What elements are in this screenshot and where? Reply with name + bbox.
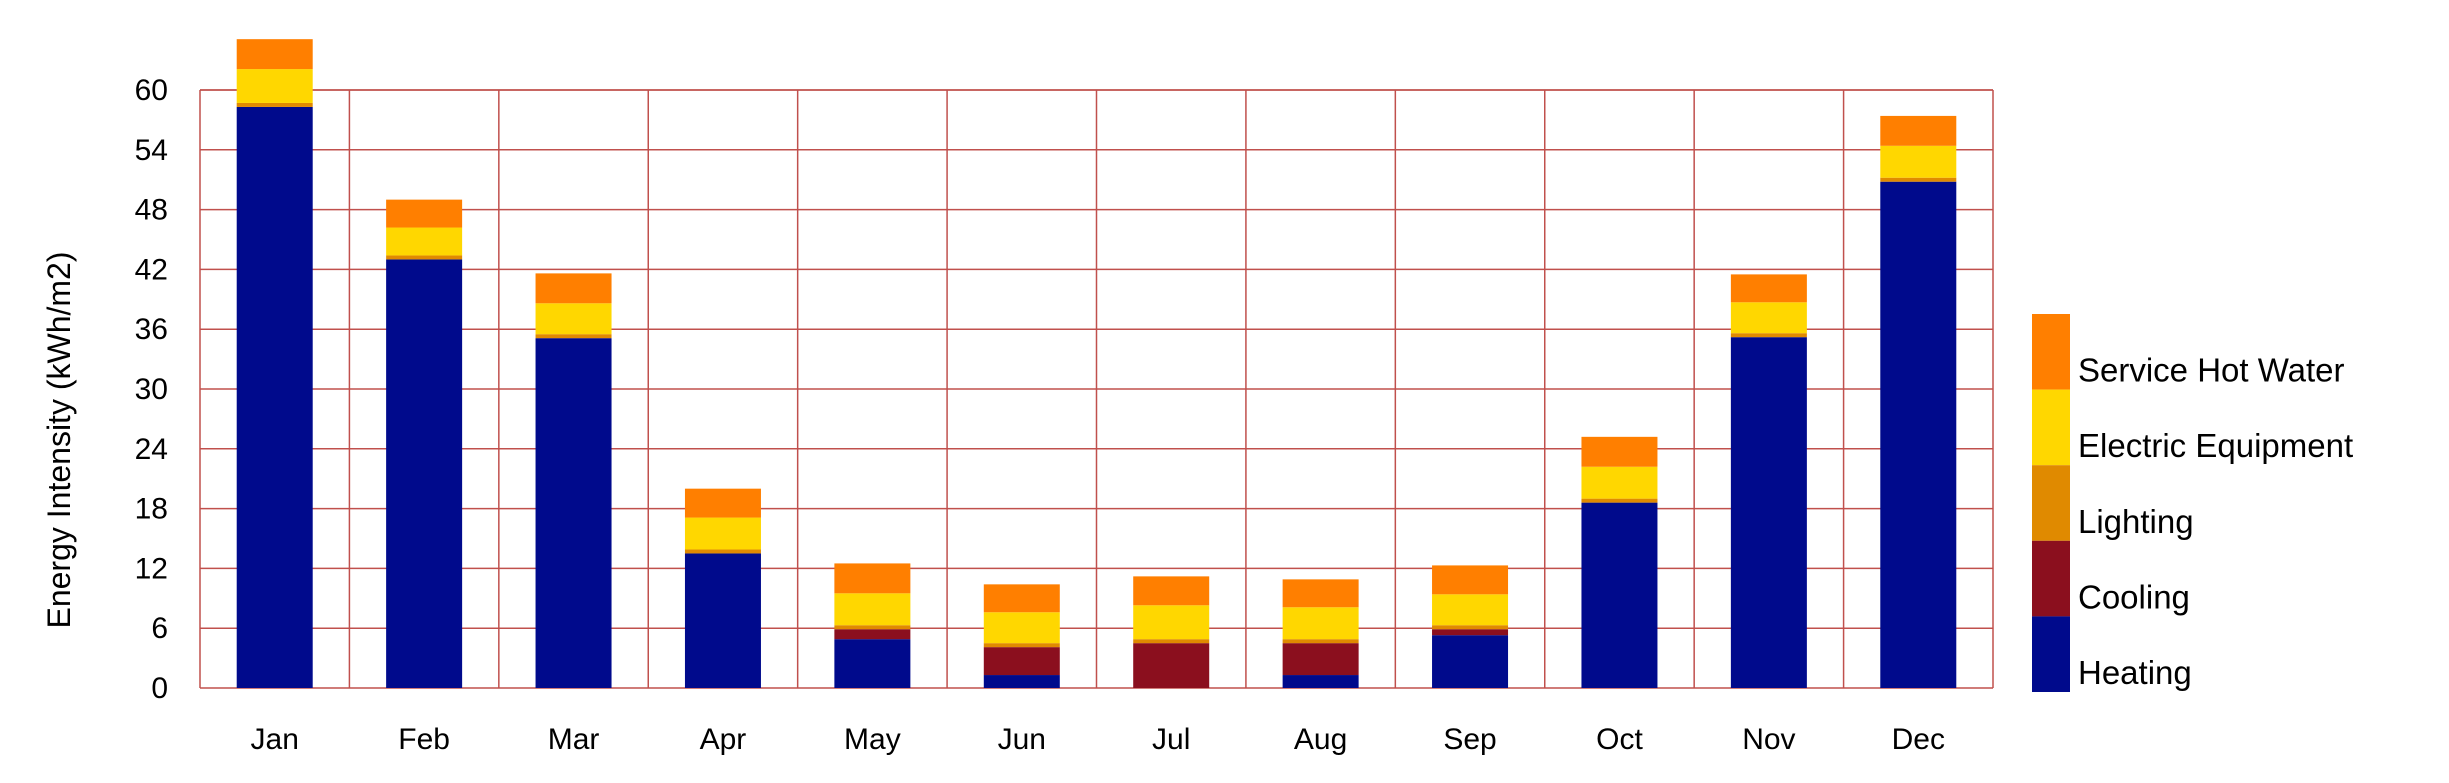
y-tick-label: 54 (135, 134, 168, 167)
y-tick-label: 48 (135, 194, 168, 227)
x-tick-label: May (844, 723, 901, 756)
x-tick-label: Jul (1152, 723, 1190, 756)
bar-segment-heating (983, 675, 1060, 688)
bar-segment-heating (834, 639, 911, 688)
bar-segment-electric-equipment (1432, 594, 1509, 626)
bar-segment-heating (1730, 337, 1807, 688)
legend: Service Hot Water Electric Equipment Light… (2032, 314, 2353, 692)
x-tick-label: Dec (1892, 723, 1945, 756)
bar-segment-lighting (983, 643, 1060, 648)
bar-segment-heating (684, 553, 761, 688)
bar-segment-electric-equipment (684, 517, 761, 550)
bar-segment-electric-equipment (386, 227, 463, 256)
bar-segment-electric-equipment (1581, 466, 1658, 499)
legend-label-cooling: Cooling (2078, 578, 2190, 615)
y-tick-label: 0 (151, 672, 168, 705)
legend-swatch-cooling (2032, 540, 2070, 617)
bar-segment-lighting (1282, 639, 1359, 644)
bar-segment-service-hot-water (535, 273, 612, 304)
x-tick-label: Feb (398, 723, 450, 756)
bar-segment-lighting (236, 102, 313, 107)
bar-segment-electric-equipment (1730, 302, 1807, 334)
bar-segment-service-hot-water (1730, 274, 1807, 303)
bar-segment-electric-equipment (236, 69, 313, 103)
bar-segment-lighting (1432, 625, 1509, 630)
y-tick-label: 42 (135, 253, 168, 286)
y-tick-label: 24 (135, 433, 168, 466)
bar-segment-cooling (1133, 643, 1210, 688)
bar-segment-service-hot-water (1432, 565, 1509, 595)
bar-segment-heating (236, 106, 313, 688)
x-tick-label: Aug (1294, 723, 1347, 756)
y-axis-label: Energy Intensity (kWh/m2) (41, 252, 77, 629)
y-tick-label: 36 (135, 313, 168, 346)
bar-segment-heating (386, 259, 463, 688)
legend-swatch-service-hot-water (2032, 314, 2070, 390)
bar-segment-lighting (535, 334, 612, 339)
bar-segment-electric-equipment (535, 303, 612, 335)
grid (199, 89, 1994, 689)
x-tick-label: Jun (998, 723, 1046, 756)
bar-segment-heating (535, 338, 612, 688)
x-tick-label: Mar (548, 723, 600, 756)
bar-segment-service-hot-water (386, 199, 463, 228)
y-tick-label: 30 (135, 373, 168, 406)
bar-segment-lighting (1730, 333, 1807, 338)
bars (236, 39, 1957, 688)
legend-swatch-lighting (2032, 465, 2070, 541)
y-axis-ticks: 0 6 12 18 24 30 36 42 48 54 60 (135, 74, 168, 705)
bar-segment-lighting (1581, 498, 1658, 503)
bar-segment-lighting (386, 255, 463, 260)
bar-segment-electric-equipment (834, 593, 911, 626)
legend-swatch-electric-equipment (2032, 389, 2070, 466)
bar-segment-service-hot-water (1133, 576, 1210, 606)
bar-segment-cooling (1282, 643, 1359, 676)
bar-segment-heating (1432, 635, 1509, 688)
bar-segment-electric-equipment (1282, 607, 1359, 640)
bar-segment-cooling (983, 647, 1060, 676)
x-tick-label: Apr (700, 723, 747, 756)
legend-label-electric-equipment: Electric Equipment (2078, 427, 2353, 464)
legend-swatch-heating (2032, 616, 2070, 692)
bar-segment-service-hot-water (834, 563, 911, 594)
bar-segment-lighting (834, 625, 911, 630)
x-tick-label: Oct (1596, 723, 1643, 756)
y-tick-label: 18 (135, 493, 168, 526)
bar-segment-service-hot-water (1282, 579, 1359, 608)
bar-segment-lighting (1880, 177, 1957, 182)
bar-segment-cooling (1432, 629, 1509, 636)
y-tick-label: 6 (151, 612, 168, 645)
legend-label-service-hot-water: Service Hot Water (2078, 352, 2345, 389)
bar-segment-heating (1880, 181, 1957, 688)
bar-segment-electric-equipment (983, 612, 1060, 644)
bar-segment-heating (1282, 675, 1359, 688)
x-axis-ticks: Jan Feb Mar Apr May Jun Jul Aug Sep Oct Nov Dec (251, 723, 1945, 756)
bar-segment-lighting (684, 549, 761, 554)
bar-segment-service-hot-water (236, 39, 313, 70)
bar-segment-heating (1581, 502, 1658, 688)
bar-segment-electric-equipment (1880, 145, 1957, 178)
bar-segment-cooling (834, 629, 911, 640)
bar-segment-lighting (1133, 639, 1210, 644)
x-tick-label: Jan (251, 723, 299, 756)
bar-segment-service-hot-water (1581, 436, 1658, 467)
bar-segment-service-hot-water (983, 584, 1060, 613)
legend-label-heating: Heating (2078, 654, 2192, 691)
y-tick-label: 60 (135, 74, 168, 107)
bar-segment-service-hot-water (1880, 115, 1957, 146)
x-tick-label: Sep (1443, 723, 1496, 756)
bar-segment-service-hot-water (684, 488, 761, 518)
x-tick-label: Nov (1742, 723, 1795, 756)
bar-segment-electric-equipment (1133, 605, 1210, 640)
y-tick-label: 12 (135, 552, 168, 585)
legend-label-lighting: Lighting (2078, 503, 2194, 540)
